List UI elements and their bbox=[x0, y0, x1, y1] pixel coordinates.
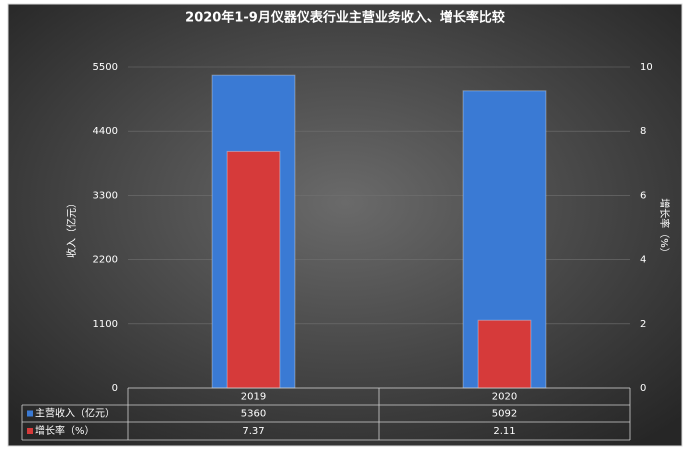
table-value: 2.11 bbox=[493, 426, 515, 437]
legend-label: 主营收入（亿元） bbox=[35, 407, 115, 420]
y2-axis-label: 增长率（%） bbox=[658, 198, 671, 258]
y-tick-label: 1100 bbox=[93, 319, 118, 330]
x-tick-label: 2019 bbox=[241, 392, 266, 403]
y-tick-label: 2200 bbox=[93, 255, 118, 266]
chart-title: 2020年1-9月仪器仪表行业主营业务收入、增长率比较 bbox=[185, 10, 505, 26]
y-tick-label: 0 bbox=[112, 383, 118, 394]
chart-background bbox=[7, 3, 683, 447]
legend-label: 增长率（%） bbox=[35, 424, 95, 437]
y2-tick-label: 6 bbox=[640, 190, 646, 201]
y2-tick-label: 10 bbox=[640, 62, 653, 73]
y2-tick-label: 2 bbox=[640, 319, 646, 330]
y2-tick-label: 4 bbox=[640, 255, 646, 266]
legend-key bbox=[27, 428, 33, 434]
y2-tick-label: 8 bbox=[640, 126, 646, 137]
table-value: 7.37 bbox=[242, 426, 264, 437]
legend-key bbox=[27, 410, 33, 417]
table-value: 5360 bbox=[241, 409, 266, 420]
y-tick-label: 5500 bbox=[93, 62, 118, 73]
x-tick-label: 2020 bbox=[492, 392, 517, 403]
y2-tick-label: 0 bbox=[640, 383, 646, 394]
bar bbox=[226, 150, 281, 389]
y-tick-label: 3300 bbox=[93, 190, 118, 201]
y-axis-label: 收入（亿元） bbox=[65, 198, 78, 258]
y-tick-label: 4400 bbox=[93, 126, 118, 137]
table-value: 5092 bbox=[492, 409, 517, 420]
bar bbox=[477, 319, 532, 389]
